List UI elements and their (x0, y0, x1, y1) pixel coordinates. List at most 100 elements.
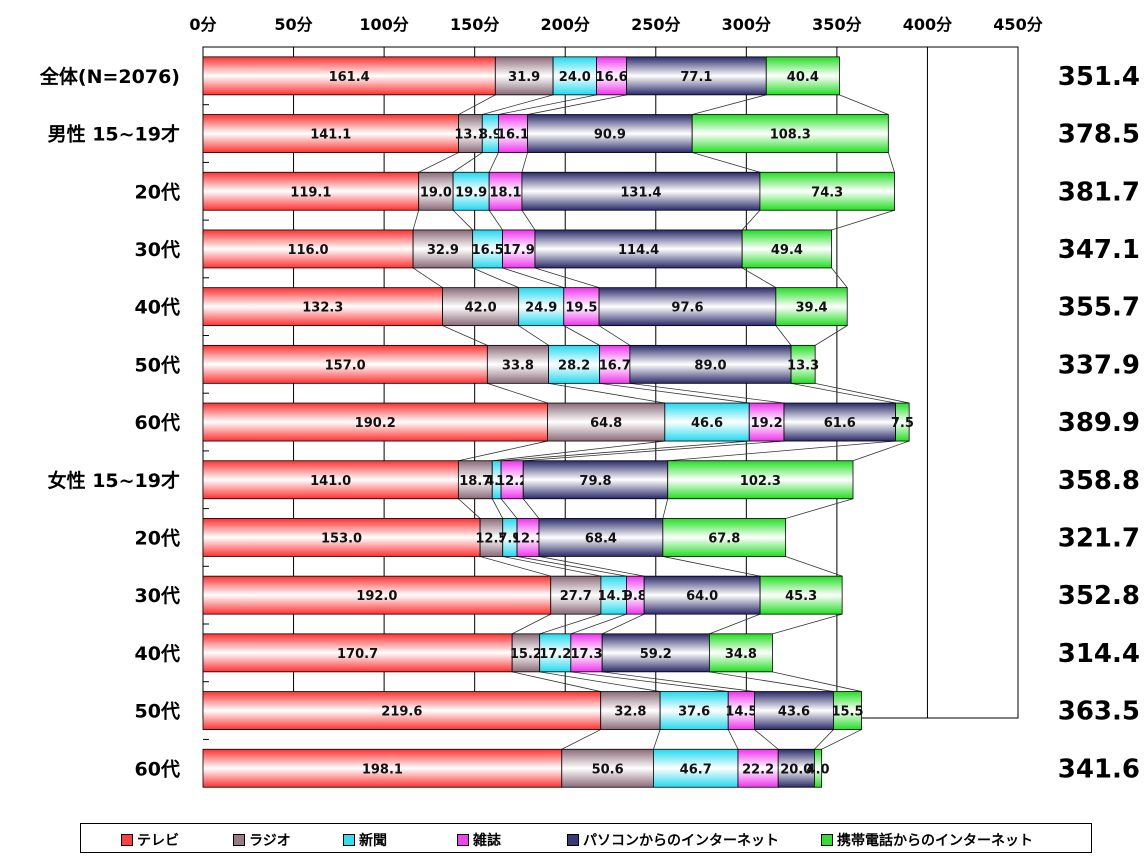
data-label: 27.7 (560, 589, 592, 604)
total-label: 381.7 (1058, 177, 1140, 207)
connector-line (527, 94, 627, 115)
bar-segment (599, 344, 631, 384)
total-label: 341.6 (1058, 754, 1140, 784)
bar-segment (202, 114, 459, 153)
data-label: 15.5 (831, 705, 863, 720)
connector-line (570, 613, 627, 635)
data-label: 20.0 (780, 762, 812, 777)
connector-line (785, 556, 843, 577)
category-label: 50代 (135, 701, 180, 723)
connector-line (491, 498, 504, 519)
legend: テレビ ラジオ 新聞 雑誌 パソコンからのインターネット 携帯電話からのインター… (80, 823, 1092, 853)
bar-segment (452, 171, 490, 211)
data-label: 108.3 (770, 128, 811, 143)
data-label: 67.8 (708, 531, 740, 546)
data-label: 19.5 (565, 301, 597, 316)
bar-segment (202, 748, 563, 788)
data-label: 13.1 (454, 128, 486, 143)
connector-line (482, 94, 554, 115)
bar-segment (596, 56, 628, 96)
total-label: 363.5 (1058, 697, 1140, 727)
bar-segment (412, 229, 474, 269)
data-label: 7.9 (498, 531, 521, 546)
bar-segment (202, 56, 496, 96)
x-tick-label: 100分 (359, 15, 408, 34)
bar-segment (548, 344, 601, 384)
data-label: 8.9 (479, 128, 502, 143)
data-label: 32.9 (427, 243, 459, 258)
bar-segment (502, 229, 536, 269)
data-label: 114.4 (618, 243, 659, 258)
legend-swatch-mobile-internet (821, 834, 833, 846)
connector-line (852, 440, 910, 462)
bar-segment (601, 633, 710, 673)
data-label: 12.2 (496, 474, 528, 489)
bar-segment (202, 171, 420, 211)
total-label: 337.9 (1058, 350, 1140, 380)
legend-label-newspaper: 新聞 (359, 833, 387, 849)
connector-line (522, 498, 540, 519)
total-label: 358.8 (1058, 466, 1140, 496)
legend-swatch-tv (121, 834, 133, 846)
x-tick-label: 50分 (274, 15, 312, 34)
data-label: 132.3 (302, 301, 343, 316)
connector-line (500, 498, 518, 519)
legend-item-magazine: 雑誌 (457, 830, 501, 850)
data-label: 12.1 (512, 531, 544, 546)
bar-segment (202, 229, 414, 269)
category-label: 男性 15~19才 (48, 123, 180, 146)
data-label: 157.0 (325, 358, 366, 373)
connector-line (709, 671, 834, 692)
connector-line (887, 152, 895, 173)
connector-line (452, 209, 473, 231)
data-label: 14.5 (725, 705, 757, 720)
bar-segment (759, 171, 895, 211)
total-label: 378.5 (1058, 120, 1140, 150)
connector-line (442, 325, 488, 346)
bar-segment (643, 575, 761, 615)
category-label: 女性 15~19才 (48, 469, 180, 492)
data-label: 17.2 (539, 647, 571, 662)
connector-line (498, 94, 597, 115)
connector-line (539, 613, 602, 635)
data-label: 39.4 (795, 301, 827, 316)
connector-line (512, 671, 601, 692)
bar-segment (488, 171, 523, 211)
data-label: 59.2 (640, 647, 672, 662)
bar-segment (538, 518, 664, 557)
data-label: 16.7 (599, 358, 631, 373)
connector-line (814, 325, 848, 346)
data-label: 9.8 (624, 589, 647, 604)
legend-item-tv: テレビ (121, 830, 179, 850)
data-label: 170.7 (337, 647, 378, 662)
data-label: 31.9 (508, 70, 540, 85)
bar-segment (202, 691, 602, 730)
legend-label-tv: テレビ (137, 833, 179, 849)
data-label: 16.5 (472, 243, 504, 258)
bar-segment (629, 344, 792, 384)
bar-segment (765, 56, 840, 96)
data-label: 43.6 (778, 705, 810, 720)
connector-line (785, 498, 854, 519)
data-label: 17.9 (503, 243, 535, 258)
legend-swatch-magazine (457, 834, 469, 846)
data-label: 18.7 (459, 474, 491, 489)
bar-segment (418, 171, 454, 211)
legend-label-magazine: 雑誌 (473, 833, 501, 849)
category-label: 20代 (135, 181, 180, 203)
connector-line (479, 556, 551, 577)
bar-segment (486, 344, 549, 384)
bar-segment (202, 287, 444, 327)
connector-line (653, 729, 661, 750)
connector-line (521, 210, 536, 231)
bar-segment (662, 518, 787, 557)
bar-segment (497, 114, 528, 153)
category-label: 60代 (135, 758, 180, 780)
connector-line (538, 556, 645, 577)
bar-segment (775, 287, 848, 327)
connector-line (831, 267, 848, 288)
category-label: 20代 (135, 527, 180, 549)
legend-swatch-newspaper (343, 834, 355, 846)
data-label: 190.2 (355, 416, 396, 431)
data-label: 46.6 (691, 416, 723, 431)
